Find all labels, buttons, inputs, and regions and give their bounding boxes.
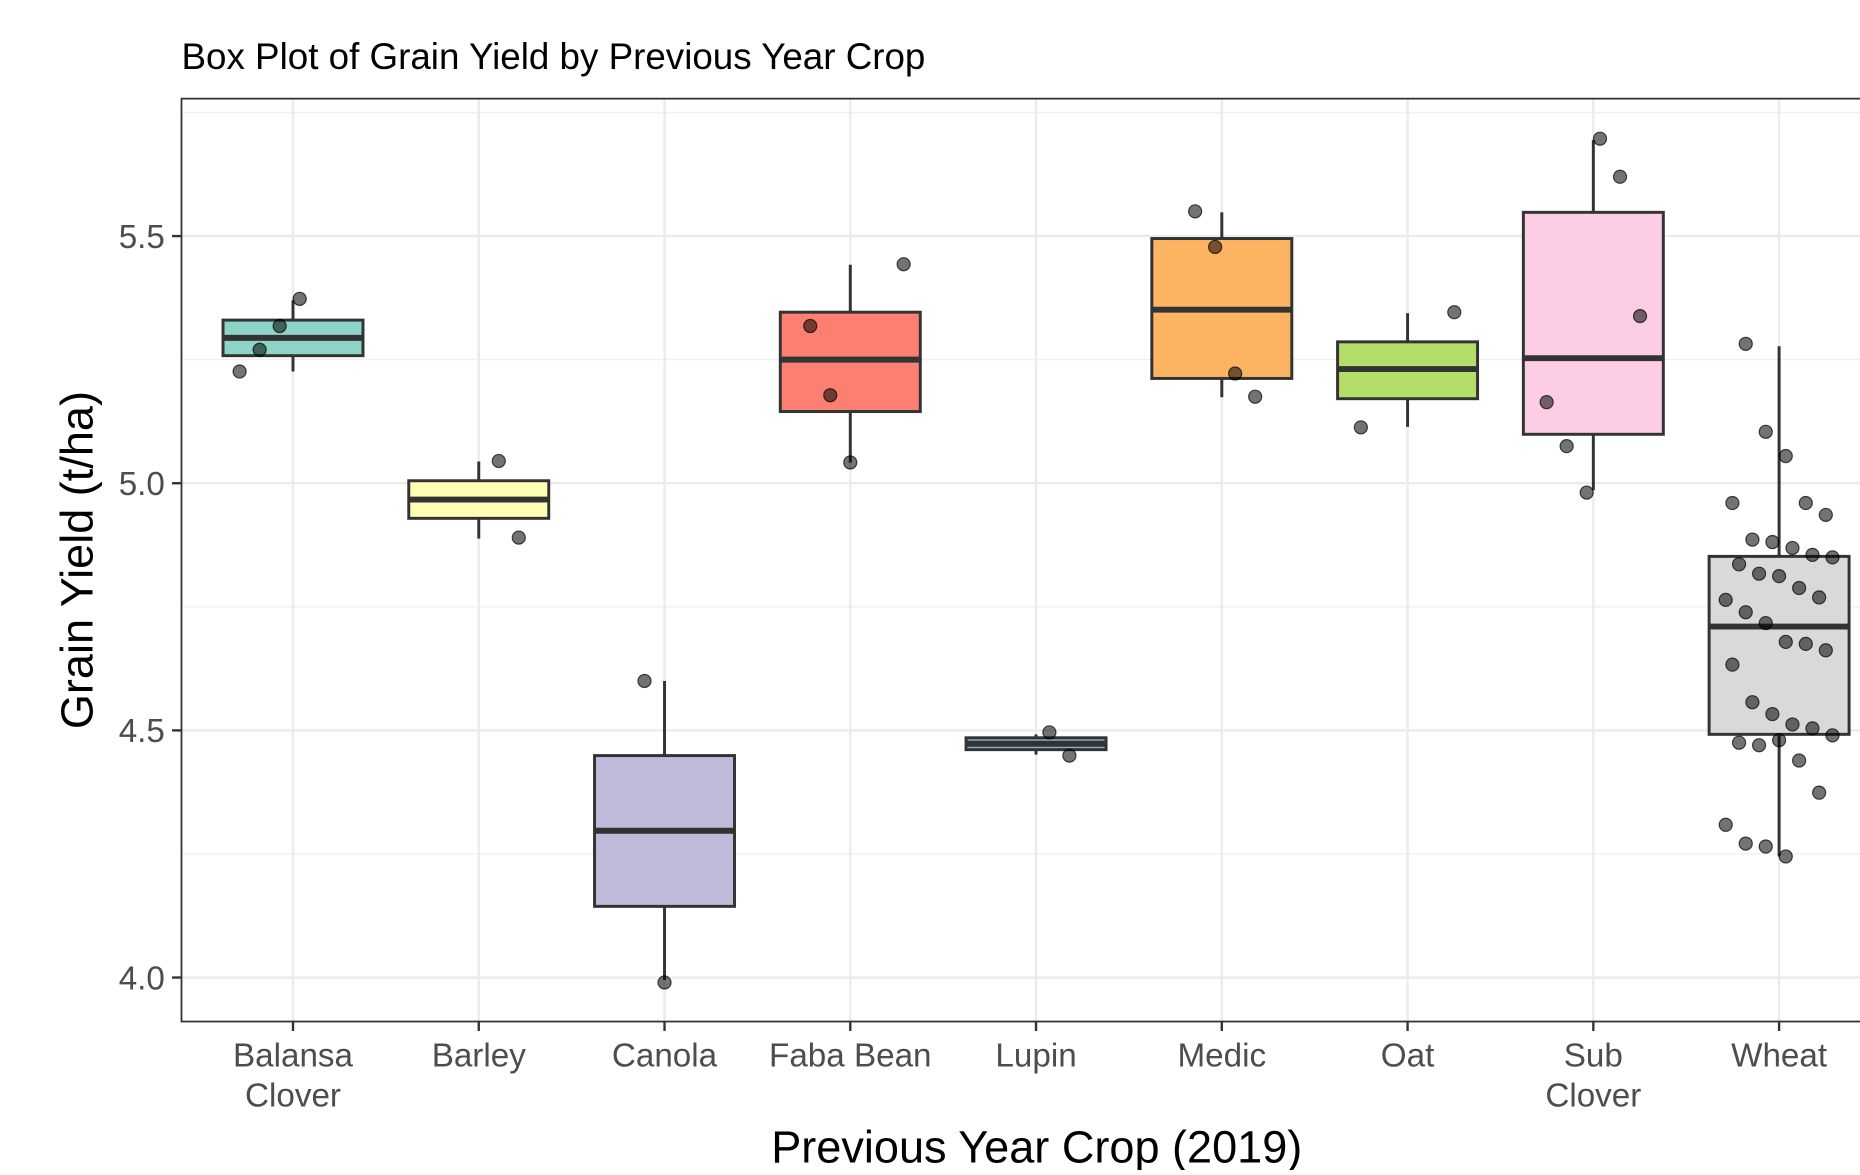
point xyxy=(1738,836,1753,851)
point xyxy=(1062,748,1077,763)
point xyxy=(843,455,858,470)
y-axis-title: Grain Yield (t/ha) xyxy=(52,391,103,729)
point xyxy=(1539,395,1554,410)
x-tick-label: Faba Bean xyxy=(769,1038,931,1075)
x-tick-label: Oat xyxy=(1381,1038,1435,1075)
x-tick-label: Balansa Clover xyxy=(233,1038,354,1115)
x-tick-label: Wheat xyxy=(1731,1038,1827,1075)
point xyxy=(1559,439,1574,454)
x-tick-label: Sub Clover xyxy=(1545,1038,1641,1115)
point xyxy=(1805,721,1820,736)
point xyxy=(1758,615,1773,631)
point xyxy=(252,342,267,357)
plot-border xyxy=(180,97,1860,1023)
point xyxy=(1738,336,1753,351)
point xyxy=(1771,569,1787,584)
point xyxy=(1758,424,1773,439)
point xyxy=(1791,580,1807,596)
y-tick-label: 4.0 xyxy=(119,960,165,997)
point xyxy=(1725,657,1740,672)
point xyxy=(1188,204,1203,219)
point xyxy=(1798,495,1813,511)
point xyxy=(1042,725,1057,740)
point xyxy=(1765,534,1780,550)
point xyxy=(1228,366,1243,381)
point xyxy=(823,388,838,403)
point xyxy=(1778,448,1793,464)
point xyxy=(1791,753,1807,768)
point xyxy=(1825,550,1840,565)
point xyxy=(1731,557,1747,572)
point xyxy=(232,364,247,379)
point xyxy=(1758,839,1773,854)
point xyxy=(1745,532,1760,547)
point xyxy=(1718,592,1733,607)
point xyxy=(1812,590,1827,605)
point xyxy=(491,453,506,469)
point xyxy=(1778,849,1793,864)
point xyxy=(292,291,307,306)
point xyxy=(1248,389,1263,404)
point xyxy=(1718,817,1733,832)
point xyxy=(657,975,672,990)
point xyxy=(1592,131,1608,146)
point xyxy=(1751,566,1767,581)
x-tick-label: Medic xyxy=(1178,1038,1267,1075)
x-tick-label: Barley xyxy=(432,1038,527,1075)
point xyxy=(1725,495,1740,511)
point xyxy=(1632,309,1648,324)
point xyxy=(1771,733,1787,748)
point xyxy=(1785,717,1800,732)
y-tick-label: 5.0 xyxy=(119,466,165,503)
point xyxy=(1785,540,1800,556)
point xyxy=(1805,547,1820,563)
x-tick-label: Canola xyxy=(612,1038,718,1075)
point xyxy=(1798,636,1813,651)
point xyxy=(1778,634,1793,650)
point xyxy=(1447,305,1462,320)
point xyxy=(896,257,911,272)
y-tick-label: 4.5 xyxy=(119,713,165,750)
point xyxy=(637,673,652,689)
x-axis-title: Previous Year Crop (2019) xyxy=(771,1122,1302,1170)
point xyxy=(272,318,287,334)
point xyxy=(803,318,818,334)
point xyxy=(1731,735,1747,750)
chart-title: Box Plot of Grain Yield by Previous Year… xyxy=(181,36,925,77)
point xyxy=(1818,643,1833,658)
x-tick-label: Lupin xyxy=(995,1038,1076,1075)
point xyxy=(1353,420,1368,435)
point xyxy=(1818,507,1833,522)
point xyxy=(1612,169,1628,184)
point xyxy=(1579,485,1594,500)
point xyxy=(1208,239,1223,255)
point xyxy=(1812,785,1827,800)
point xyxy=(1745,695,1760,710)
y-tick-label: 5.5 xyxy=(119,219,165,256)
point xyxy=(1765,706,1780,722)
point xyxy=(511,530,526,545)
point xyxy=(1751,738,1767,753)
point xyxy=(1738,605,1753,620)
point xyxy=(1825,728,1840,743)
